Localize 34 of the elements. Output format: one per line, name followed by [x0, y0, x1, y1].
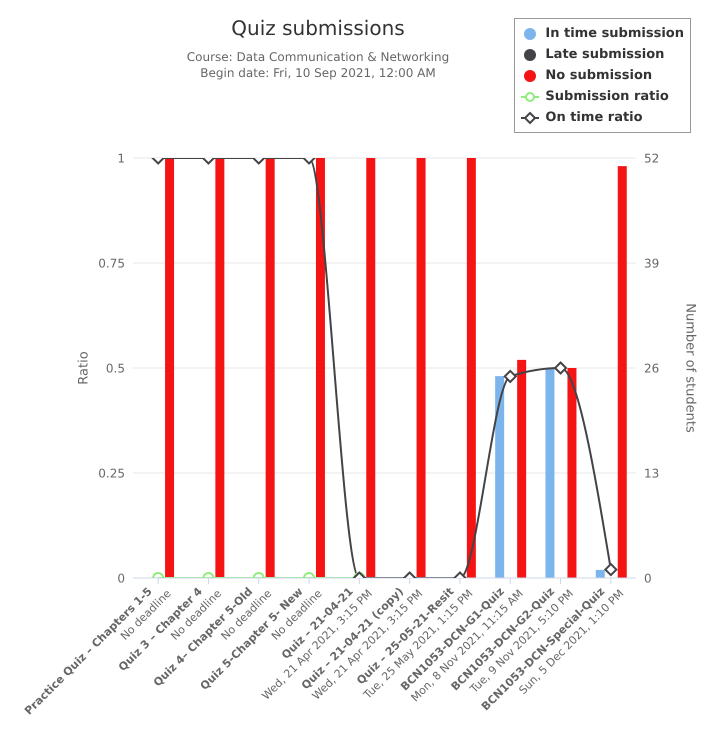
y2-tick-label: 0: [644, 571, 652, 586]
bar: [495, 376, 504, 578]
bar: [545, 368, 554, 578]
y-tick-label: 0.25: [98, 466, 125, 480]
legend-label: No submission: [545, 68, 652, 83]
y-axis-title: Ratio: [76, 351, 92, 385]
chart-title: Quiz submissions: [231, 16, 405, 40]
bar: [596, 570, 605, 578]
bar: [316, 158, 325, 578]
legend-label: In time submission: [545, 26, 684, 41]
y-tick-label: 0.5: [106, 361, 125, 376]
point: [554, 362, 568, 374]
y-tick-label: 1: [117, 151, 125, 166]
y2-tick-label: 52: [644, 151, 660, 166]
chart-subtitle: Course: Data Communication & Networking Begin date: Fri, 10 Sep 2021, 12:00 AM: [186, 50, 450, 80]
legend-label: On time ratio: [545, 110, 643, 125]
bar: [466, 158, 476, 578]
bar: [567, 368, 576, 578]
point: [504, 370, 517, 383]
bar: [266, 158, 275, 578]
bar: [215, 158, 224, 578]
bar: [618, 166, 627, 578]
y2-axis-title: Number of students: [682, 303, 698, 433]
y-tick-label: 0.75: [98, 256, 125, 270]
bar: [517, 360, 526, 578]
y2-tick-label: 39: [644, 256, 660, 270]
legend-label: Submission ratio: [545, 89, 669, 104]
bar: [416, 158, 426, 578]
y2-tick-label: 13: [644, 466, 660, 480]
y-tick-label: 0: [117, 571, 125, 586]
bar: [366, 158, 376, 578]
y2-tick-label: 26: [644, 361, 660, 376]
bar: [165, 158, 174, 578]
legend-label: Late submission: [545, 47, 664, 62]
